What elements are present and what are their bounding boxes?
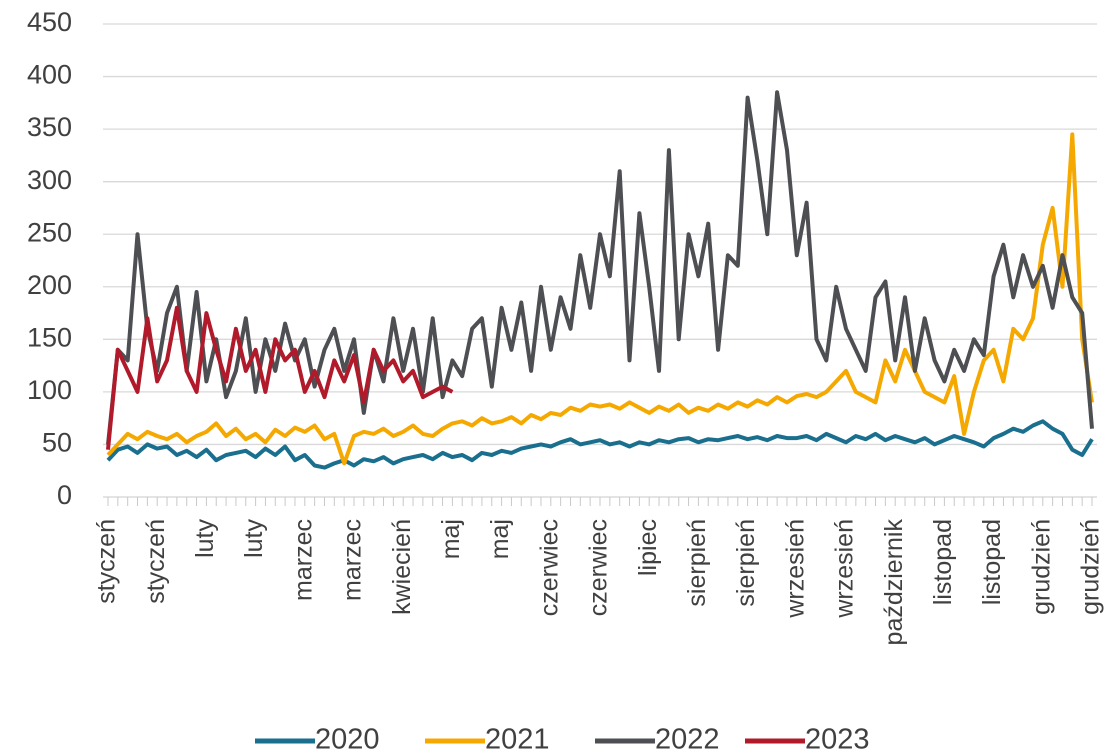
- y-tick-label: 350: [27, 112, 72, 142]
- legend-label: 2023: [805, 724, 870, 753]
- x-tick-label: grudzień: [1077, 519, 1105, 615]
- x-tick-label: luty: [240, 519, 268, 558]
- x-tick-label: lipiec: [634, 519, 662, 576]
- series-line: [106, 305, 454, 450]
- x-tick-label: styczeń: [142, 519, 170, 604]
- y-tick-label: 400: [27, 60, 72, 90]
- x-tick-label: sierpień: [683, 519, 711, 607]
- legend-label: 2022: [655, 724, 720, 753]
- y-tick-label: 300: [27, 165, 72, 195]
- x-tick-label: listopad: [978, 519, 1006, 605]
- y-tick-label: 100: [27, 375, 72, 405]
- x-tick-label: marzec: [289, 519, 317, 601]
- x-tick-label: grudzień: [1027, 519, 1055, 615]
- y-tick-label: 150: [27, 322, 72, 352]
- legend-label: 2021: [485, 724, 550, 753]
- legend-label: 2020: [315, 724, 380, 753]
- x-tick-label: wrzesień: [781, 519, 809, 619]
- series-line: [106, 419, 1094, 470]
- y-tick-label: 450: [27, 7, 72, 37]
- x-tick-label: listopad: [929, 519, 957, 605]
- x-tick-label: maj: [486, 519, 514, 559]
- x-tick-label: czerwiec: [585, 519, 613, 616]
- y-tick-label: 50: [42, 428, 72, 458]
- x-tick-label: kwiecień: [388, 519, 416, 615]
- x-tick-label: marzec: [339, 519, 367, 601]
- series-line: [106, 132, 1094, 466]
- x-tick-label: luty: [191, 519, 219, 558]
- x-tick-label: wrzesień: [831, 519, 859, 619]
- y-tick-label: 200: [27, 270, 72, 300]
- x-tick-label: październik: [880, 519, 908, 646]
- y-tick-label: 0: [57, 480, 72, 510]
- y-tick-label: 250: [27, 217, 72, 247]
- x-tick-label: maj: [437, 519, 465, 559]
- x-tick-label: sierpień: [732, 519, 760, 607]
- x-tick-label: czerwiec: [535, 519, 563, 616]
- x-tick-label: styczeń: [93, 519, 121, 604]
